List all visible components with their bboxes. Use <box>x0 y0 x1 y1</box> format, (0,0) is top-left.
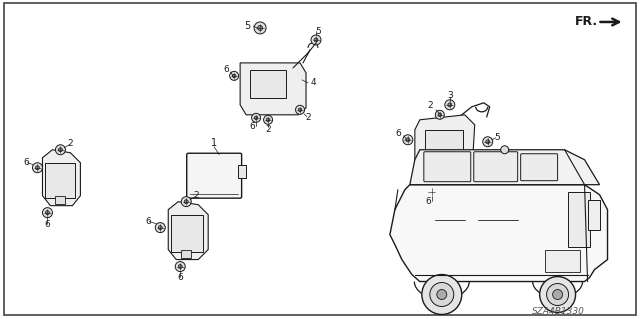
Text: 2: 2 <box>193 191 199 200</box>
Circle shape <box>35 166 40 170</box>
Circle shape <box>254 116 258 120</box>
Text: SZA4B1330: SZA4B1330 <box>532 308 584 316</box>
Text: 6: 6 <box>177 273 183 282</box>
FancyBboxPatch shape <box>521 154 557 181</box>
Circle shape <box>314 38 318 42</box>
Text: 3: 3 <box>447 91 452 100</box>
Bar <box>588 200 600 230</box>
Circle shape <box>540 277 575 313</box>
Circle shape <box>427 187 437 197</box>
Polygon shape <box>410 150 600 185</box>
Text: 2: 2 <box>305 113 311 122</box>
Bar <box>545 249 580 271</box>
Bar <box>172 215 203 252</box>
Circle shape <box>254 22 266 34</box>
Text: 6: 6 <box>249 122 255 131</box>
Circle shape <box>181 197 191 207</box>
Text: 5: 5 <box>494 133 500 142</box>
Circle shape <box>252 113 260 122</box>
Bar <box>238 165 246 178</box>
Polygon shape <box>415 115 475 185</box>
Circle shape <box>42 208 52 218</box>
Circle shape <box>156 223 165 233</box>
Polygon shape <box>390 185 607 282</box>
Circle shape <box>45 211 49 215</box>
Circle shape <box>264 115 273 124</box>
Text: 2: 2 <box>265 125 271 134</box>
Text: 2: 2 <box>427 101 433 110</box>
Bar <box>45 163 76 198</box>
Bar <box>56 196 65 204</box>
Bar <box>425 130 463 172</box>
Circle shape <box>483 137 493 147</box>
Circle shape <box>58 148 63 152</box>
Circle shape <box>403 135 413 145</box>
Text: 1: 1 <box>211 138 217 148</box>
Circle shape <box>158 226 163 230</box>
Circle shape <box>422 275 462 315</box>
Text: FR.: FR. <box>575 15 598 28</box>
Polygon shape <box>42 150 81 206</box>
Circle shape <box>448 103 452 107</box>
Circle shape <box>311 35 321 45</box>
Text: 6: 6 <box>145 217 151 226</box>
Circle shape <box>406 138 410 142</box>
Circle shape <box>547 284 568 306</box>
FancyBboxPatch shape <box>474 152 518 182</box>
Bar <box>181 249 191 257</box>
Circle shape <box>486 140 490 144</box>
Circle shape <box>430 283 454 307</box>
Text: 4: 4 <box>310 78 316 87</box>
Circle shape <box>296 105 305 114</box>
Circle shape <box>552 290 563 300</box>
Circle shape <box>184 200 188 204</box>
Text: 5: 5 <box>244 21 250 31</box>
Circle shape <box>175 262 185 271</box>
Circle shape <box>445 100 455 110</box>
Text: 2: 2 <box>68 139 73 148</box>
Circle shape <box>178 264 182 269</box>
Text: 6: 6 <box>223 65 229 74</box>
Circle shape <box>258 26 262 30</box>
Bar <box>250 70 286 98</box>
Text: 6: 6 <box>45 220 51 229</box>
Circle shape <box>232 74 236 78</box>
Circle shape <box>33 163 42 173</box>
Circle shape <box>56 145 65 155</box>
Polygon shape <box>240 63 306 115</box>
Text: 5: 5 <box>315 27 321 36</box>
FancyBboxPatch shape <box>187 153 242 198</box>
Circle shape <box>437 290 447 300</box>
Polygon shape <box>168 202 208 260</box>
Bar <box>568 192 589 247</box>
Circle shape <box>298 108 302 112</box>
Text: 6: 6 <box>425 197 431 206</box>
Circle shape <box>438 113 442 117</box>
Circle shape <box>266 118 270 122</box>
FancyBboxPatch shape <box>424 152 471 182</box>
Circle shape <box>230 71 239 80</box>
Circle shape <box>435 110 444 119</box>
Text: 6: 6 <box>24 158 29 167</box>
Circle shape <box>500 146 509 154</box>
Text: 6: 6 <box>395 129 401 138</box>
Circle shape <box>430 190 434 194</box>
